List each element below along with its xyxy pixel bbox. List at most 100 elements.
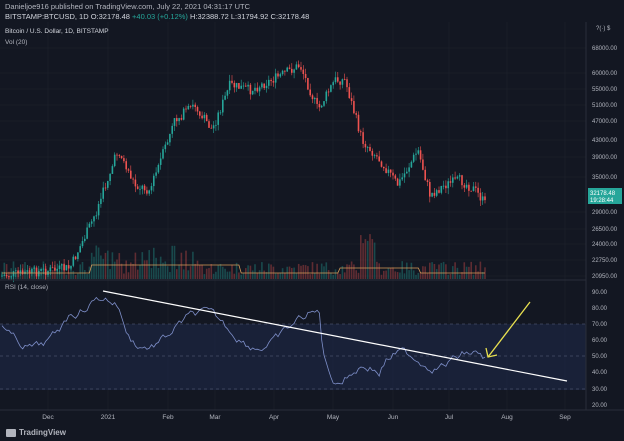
volume-bar — [258, 270, 261, 279]
volume-bar — [104, 252, 107, 279]
candle-body — [139, 188, 141, 190]
candle-body — [153, 175, 155, 187]
candle-body — [389, 169, 392, 173]
volume-bar — [65, 274, 68, 279]
volume-bar — [277, 272, 279, 279]
volume-bar — [97, 247, 100, 279]
price-axis-top-label: ?(·) $ — [596, 26, 611, 32]
volume-bar — [348, 264, 351, 279]
tradingview-logo[interactable]: TradingView — [6, 428, 66, 437]
volume-bar — [3, 262, 6, 279]
volume-bar — [249, 265, 252, 279]
time-axis[interactable]: Dec 2021 Feb Mar Apr May Jun Jul Aug Sep — [42, 414, 571, 421]
symbol-legend[interactable]: Bitcoin / U.S. Dollar, 1D, BITSTAMP — [5, 28, 109, 35]
volume-bar — [10, 268, 12, 279]
candle-body — [90, 221, 93, 224]
candle-body — [245, 85, 247, 87]
candle-body — [449, 181, 452, 183]
candle-body — [21, 270, 24, 274]
volume-bar — [470, 261, 472, 279]
candle-body — [272, 81, 275, 83]
candle-body — [472, 186, 475, 191]
candle-body — [323, 101, 325, 106]
candle-body — [385, 168, 387, 173]
candle-body — [201, 115, 203, 119]
volume-bar — [383, 270, 385, 279]
rsi-axis[interactable]: 90.00 80.00 70.00 60.00 50.00 40.00 30.00 20.00 — [592, 290, 608, 409]
volume-bar — [431, 262, 433, 279]
candle-body — [238, 82, 240, 89]
volume-bar — [40, 273, 42, 279]
candle-body — [445, 185, 447, 189]
candle-body — [291, 68, 293, 73]
volume-bar — [297, 263, 300, 279]
volume-bar — [123, 273, 125, 279]
volume-bar — [251, 270, 254, 279]
candle-body — [182, 108, 185, 120]
rsi-legend[interactable]: RSI (14, close) — [5, 284, 48, 291]
candle-body — [465, 184, 468, 188]
volume-bar — [332, 274, 334, 279]
volume-bar — [371, 239, 374, 279]
volume-bar — [265, 272, 268, 279]
volume-bar — [279, 272, 282, 279]
candle-body — [309, 89, 311, 96]
volume-bar — [157, 267, 160, 279]
candle-body — [320, 105, 323, 108]
chart-area[interactable]: 68000.00 60000.00 55000.00 51000.00 47000.00… — [0, 0, 624, 424]
candle-body — [63, 264, 65, 271]
volume-bar — [111, 252, 114, 279]
candle-body — [387, 169, 390, 173]
volume-bar — [369, 234, 371, 279]
candle-body — [435, 190, 438, 196]
candle-body — [419, 150, 422, 160]
volume-bar — [389, 268, 392, 279]
volume-bar — [146, 260, 148, 279]
candle-body — [162, 149, 164, 159]
candle-body — [300, 67, 302, 70]
volume-bar — [403, 273, 406, 279]
candle-body — [100, 198, 102, 204]
volume-legend[interactable]: Vol (20) — [5, 39, 28, 46]
candle-body — [132, 178, 134, 180]
volume-bar — [189, 266, 192, 279]
symbol-label[interactable]: BITSTAMP:BTCUSD, 1D — [5, 12, 89, 21]
volume-bar — [429, 262, 431, 279]
volume-bar — [226, 271, 229, 279]
candle-body — [222, 99, 224, 113]
volume-bar — [247, 265, 249, 279]
volume-bar — [164, 261, 167, 279]
volume-bar — [118, 253, 121, 279]
volume-bar — [327, 270, 330, 279]
price-axis[interactable]: 68000.00 60000.00 55000.00 51000.00 47000.00… — [592, 46, 618, 280]
candle-body — [74, 256, 77, 260]
candle-body — [146, 190, 148, 194]
time-tick: Jul — [445, 414, 454, 421]
candle-body — [65, 265, 68, 271]
price-tick: 24000.00 — [592, 242, 618, 248]
annotation-arrow-icon[interactable] — [485, 301, 531, 358]
candle-body — [256, 87, 259, 92]
candle-body — [366, 146, 369, 148]
volume-bar — [178, 264, 180, 279]
candle-body — [38, 270, 40, 277]
volume-bar — [475, 265, 477, 279]
candle-body — [484, 196, 486, 201]
candle-body — [318, 103, 321, 108]
rsi-tick: 60.00 — [592, 338, 608, 344]
volume-bar — [245, 268, 247, 279]
volume-bar — [311, 262, 314, 279]
candle-body — [3, 274, 6, 276]
volume-bar — [350, 261, 353, 279]
rsi-trendline[interactable] — [102, 290, 568, 382]
candle-body — [116, 154, 118, 156]
volume-bar — [155, 257, 157, 279]
volume-bar — [256, 272, 259, 279]
volume-bar — [100, 255, 102, 279]
volume-bar — [410, 262, 413, 279]
candle-body — [343, 79, 346, 80]
volume-bar — [366, 240, 369, 279]
candle-body — [399, 179, 401, 186]
candlesticks[interactable] — [1, 60, 486, 283]
candle-body — [228, 80, 231, 91]
